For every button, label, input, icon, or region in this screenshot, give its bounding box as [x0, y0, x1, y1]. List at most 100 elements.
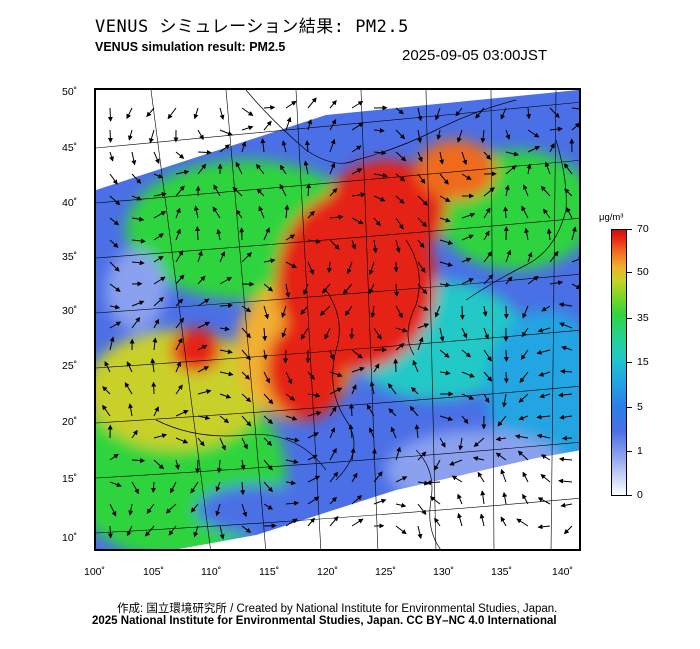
wind-arrow: [417, 129, 423, 144]
wind-arrow: [307, 261, 314, 275]
wind-arrow: [219, 129, 233, 136]
wind-arrow: [461, 173, 472, 180]
wind-arrow: [219, 144, 231, 153]
wind-arrow: [571, 122, 579, 131]
wind-arrow: [526, 163, 532, 175]
wind-arrow: [351, 384, 357, 395]
wind-arrow: [461, 349, 472, 358]
wind-arrow: [483, 151, 491, 160]
wind-arrow: [107, 525, 113, 539]
wind-arrow: [417, 261, 426, 274]
wind-arrow: [560, 368, 573, 374]
wind-arrow: [193, 525, 199, 538]
wind-arrow: [175, 207, 181, 219]
wind-arrow: [351, 100, 364, 109]
lon-label-115: 115˚: [259, 566, 280, 578]
wind-arrow: [373, 363, 380, 373]
colorbar-tick: [627, 451, 632, 452]
wind-arrow: [527, 275, 539, 285]
wind-arrow: [131, 216, 145, 222]
colorbar-tick: [627, 229, 632, 230]
wind-arrow: [439, 173, 449, 185]
wind-arrow: [109, 151, 114, 162]
wind-arrow: [329, 471, 339, 483]
wind-arrow: [417, 195, 429, 206]
wind-arrow: [263, 227, 270, 241]
wind-arrow: [263, 305, 269, 320]
wind-arrow: [285, 234, 296, 241]
wind-arrow: [497, 415, 507, 427]
wind-arrow: [373, 128, 385, 134]
wind-arrow: [241, 252, 252, 263]
wind-arrow: [461, 234, 474, 241]
wind-arrow: [439, 349, 450, 358]
wind-arrow: [516, 518, 529, 527]
wind-arrow: [307, 411, 322, 417]
wind-arrow: [329, 406, 337, 417]
colorbar-label-35: 35: [637, 312, 649, 324]
wind-arrow: [372, 239, 378, 254]
wind-arrow: [285, 500, 300, 506]
wind-arrow: [395, 342, 405, 351]
wind-arrow: [131, 260, 145, 266]
wind-arrow: [505, 249, 512, 263]
wind-arrow: [303, 160, 309, 175]
wind-arrow: [300, 305, 309, 315]
lon-label-140: 140˚: [552, 566, 574, 578]
timestamp: 2025-09-05 03:00JST: [402, 47, 548, 64]
colorbar: [611, 229, 627, 496]
wind-arrow: [409, 405, 419, 417]
wind-arrow: [439, 437, 446, 448]
wind-arrow: [536, 349, 551, 355]
wind-arrow: [546, 228, 552, 241]
wind-arrow: [434, 305, 441, 318]
wind-arrow: [505, 276, 513, 285]
wind-arrow: [102, 404, 111, 417]
wind-arrow: [417, 151, 423, 163]
wind-arrow: [131, 481, 139, 495]
wind-arrow: [349, 403, 355, 417]
wind-arrow: [505, 129, 511, 140]
lat-label-50: 50˚: [62, 86, 78, 98]
wind-arrow: [395, 525, 407, 535]
wind-arrow: [329, 187, 338, 197]
wind-arrow: [369, 381, 375, 395]
colorbar-tick: [627, 407, 632, 408]
wind-arrow: [232, 186, 243, 197]
wind-arrow: [109, 217, 120, 226]
lon-label-110: 110˚: [201, 566, 222, 578]
wind-arrow: [503, 349, 509, 362]
wind-arrow: [307, 97, 317, 109]
wind-arrow: [563, 525, 573, 535]
wind-arrow: [518, 393, 529, 403]
colorbar-label-5: 5: [637, 401, 643, 413]
wind-arrow: [482, 305, 488, 317]
wind-arrow: [549, 126, 563, 132]
wind-arrow: [521, 327, 529, 338]
wind-arrow: [477, 471, 485, 483]
wind-arrow: [174, 459, 180, 470]
wind-arrow: [175, 250, 184, 263]
lon-label-125: 125˚: [375, 566, 397, 578]
wind-arrow: [410, 386, 419, 395]
wind-arrow: [483, 207, 491, 219]
wind-arrow: [131, 151, 137, 166]
wind-arrow: [483, 393, 490, 404]
wind-arrow: [388, 408, 397, 417]
wind-arrow: [549, 142, 555, 153]
wind-arrow: [439, 415, 454, 421]
wind-arrow: [131, 429, 138, 439]
wind-arrow: [373, 498, 387, 505]
wind-arrow: [412, 359, 419, 373]
wind-arrow: [558, 392, 573, 398]
wind-arrow: [241, 415, 252, 427]
wind-arrow: [434, 107, 441, 121]
lat-label-40: 40˚: [62, 197, 78, 209]
colorbar-label-0: 0: [637, 489, 643, 501]
wind-arrow: [151, 381, 157, 395]
wind-arrow: [395, 129, 406, 140]
wind-arrow: [175, 228, 181, 241]
wind-arrow: [451, 475, 463, 483]
credit-line: 作成: 国立環境研究所 / Created by National Instit…: [117, 603, 558, 615]
wind-arrow: [351, 122, 364, 131]
